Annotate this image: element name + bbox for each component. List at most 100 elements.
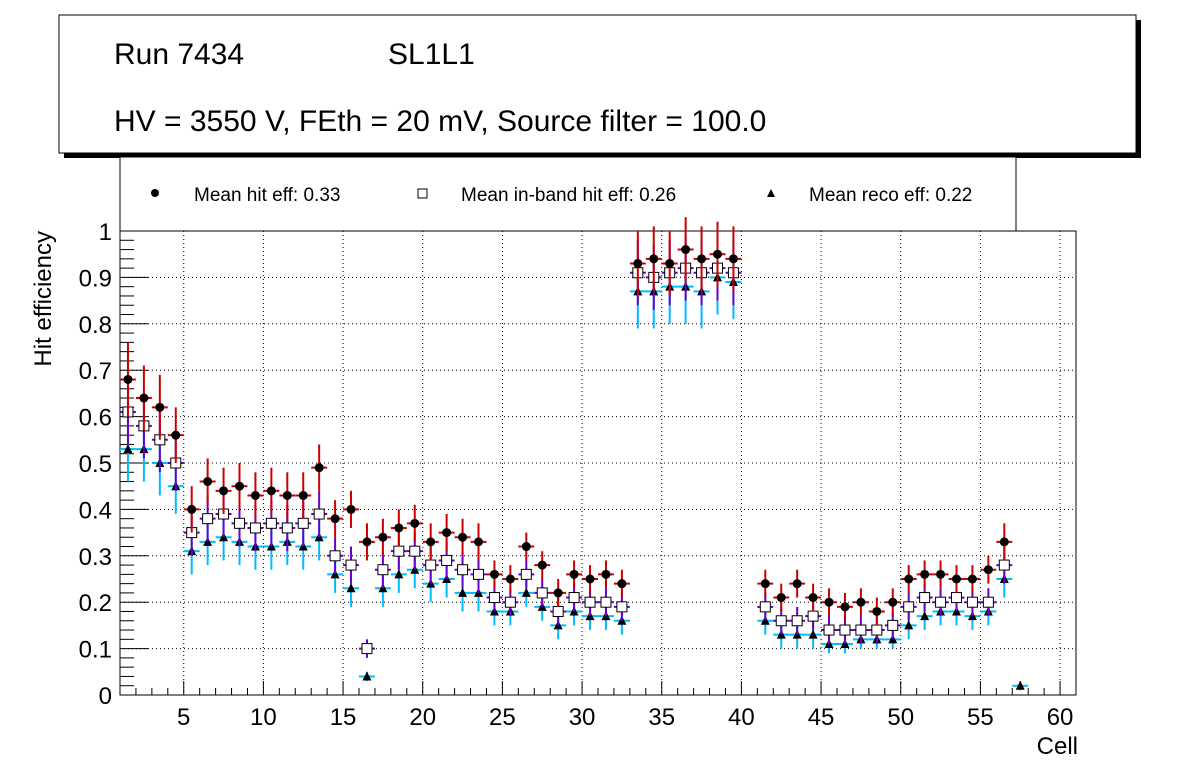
y-tick-label: 0.7 [79,358,112,385]
hit-point [537,560,547,570]
hit-point [760,579,770,589]
inband-point [425,559,437,571]
y-tick-label: 0.9 [79,265,112,292]
x-tick-label: 60 [1047,704,1074,731]
hit-point [792,579,802,589]
hit-point [999,537,1009,547]
hit-point [936,569,946,579]
hit-point [314,463,324,473]
x-axis-title: Cell [1037,733,1078,760]
inband-point [951,592,962,604]
inband-point [329,550,341,562]
inband-point [982,596,994,608]
inband-point [759,601,771,613]
legend-inband: Mean in-band hit eff: 0.26 [417,185,676,206]
hit-point [649,254,659,264]
inband-point [839,624,851,636]
reco-point [920,611,930,621]
hit-point [601,569,611,579]
hit-point [346,504,356,514]
hit-point [713,249,722,259]
hit-point [840,602,850,612]
x-tick-label: 30 [569,704,596,731]
hit-point [139,393,149,403]
inband-point [457,564,469,576]
hit-point [967,574,977,584]
x-tick-label: 20 [409,704,436,731]
hit-point [250,490,260,500]
inband-point [520,568,532,580]
inband-point [281,522,293,534]
inband-point [473,568,484,580]
y-tick-label: 0 [99,683,112,710]
reco-point [521,587,531,597]
legend-reco-label: Mean reco eff: 0.22 [809,185,972,206]
inband-point [616,601,628,613]
hit-point [298,490,308,500]
hit-point [681,245,691,255]
x-tick-label: 55 [967,704,994,731]
legend-hit: Mean hit eff: 0.33 [151,185,340,206]
inband-point [441,554,453,566]
hit-point [330,514,340,524]
reco-point [458,587,468,597]
hit-point [394,523,404,533]
hit-point [410,518,420,528]
conditions-label: HV = 3550 V, FEth = 20 mV, Source filter… [114,105,766,138]
inband-point [791,615,803,627]
reco-point [904,620,914,630]
reco-point [346,583,356,593]
reco-point [808,629,818,639]
inband-point [584,596,596,608]
inband-point [504,596,516,608]
y-tick-label: 1 [99,219,112,246]
inband-point [919,592,931,604]
hit-point [585,574,595,584]
legend-inband-marker [417,188,428,199]
run-label: Run 7434 [114,38,244,71]
hit-point [633,258,643,268]
inband-point [265,517,277,529]
inband-point [313,508,325,520]
hit-point [728,254,738,264]
reco-point [362,671,372,681]
y-tick-label: 0.1 [79,637,112,664]
hit-point [187,504,197,514]
hit-point [442,528,452,538]
hit-point [904,574,914,584]
x-tick-label: 35 [648,704,675,731]
inband-point [568,592,580,604]
y-axis-title: Hit efficiency [30,231,57,367]
hit-point [362,537,372,547]
inband-point [361,643,373,655]
layer-label: SL1L1 [388,38,475,71]
inband-point [488,592,500,604]
inband-point [887,619,899,631]
inband-point [855,624,867,636]
x-tick-label: 10 [250,704,277,731]
hit-point [171,430,181,440]
reco-point [394,569,404,579]
hit-point [569,569,579,579]
axis-ticks: 5 10 15 20 25 30 35 40 45 50 55 60 0 0.1 0.2 0.3 0.4 0.5 0… [79,219,1077,731]
legend-hit-marker [151,189,159,197]
hit-point [219,486,229,496]
hit-point [920,569,930,579]
inband-point [297,517,309,529]
x-tick-label: 45 [808,704,835,731]
legend-reco: Mean reco eff: 0.22 [767,185,972,206]
hit-point [553,588,563,598]
y-tick-label: 0.5 [79,451,112,478]
inband-point [234,517,245,529]
hit-point [665,258,675,268]
x-tick-label: 40 [728,704,755,731]
hit-point [521,542,531,552]
hit-point [266,486,276,496]
inband-point [345,559,357,571]
hit-point [824,597,834,607]
hit-point [489,569,499,579]
x-tick-label: 25 [489,704,516,731]
grid [120,231,1076,695]
inband-point [823,624,835,636]
